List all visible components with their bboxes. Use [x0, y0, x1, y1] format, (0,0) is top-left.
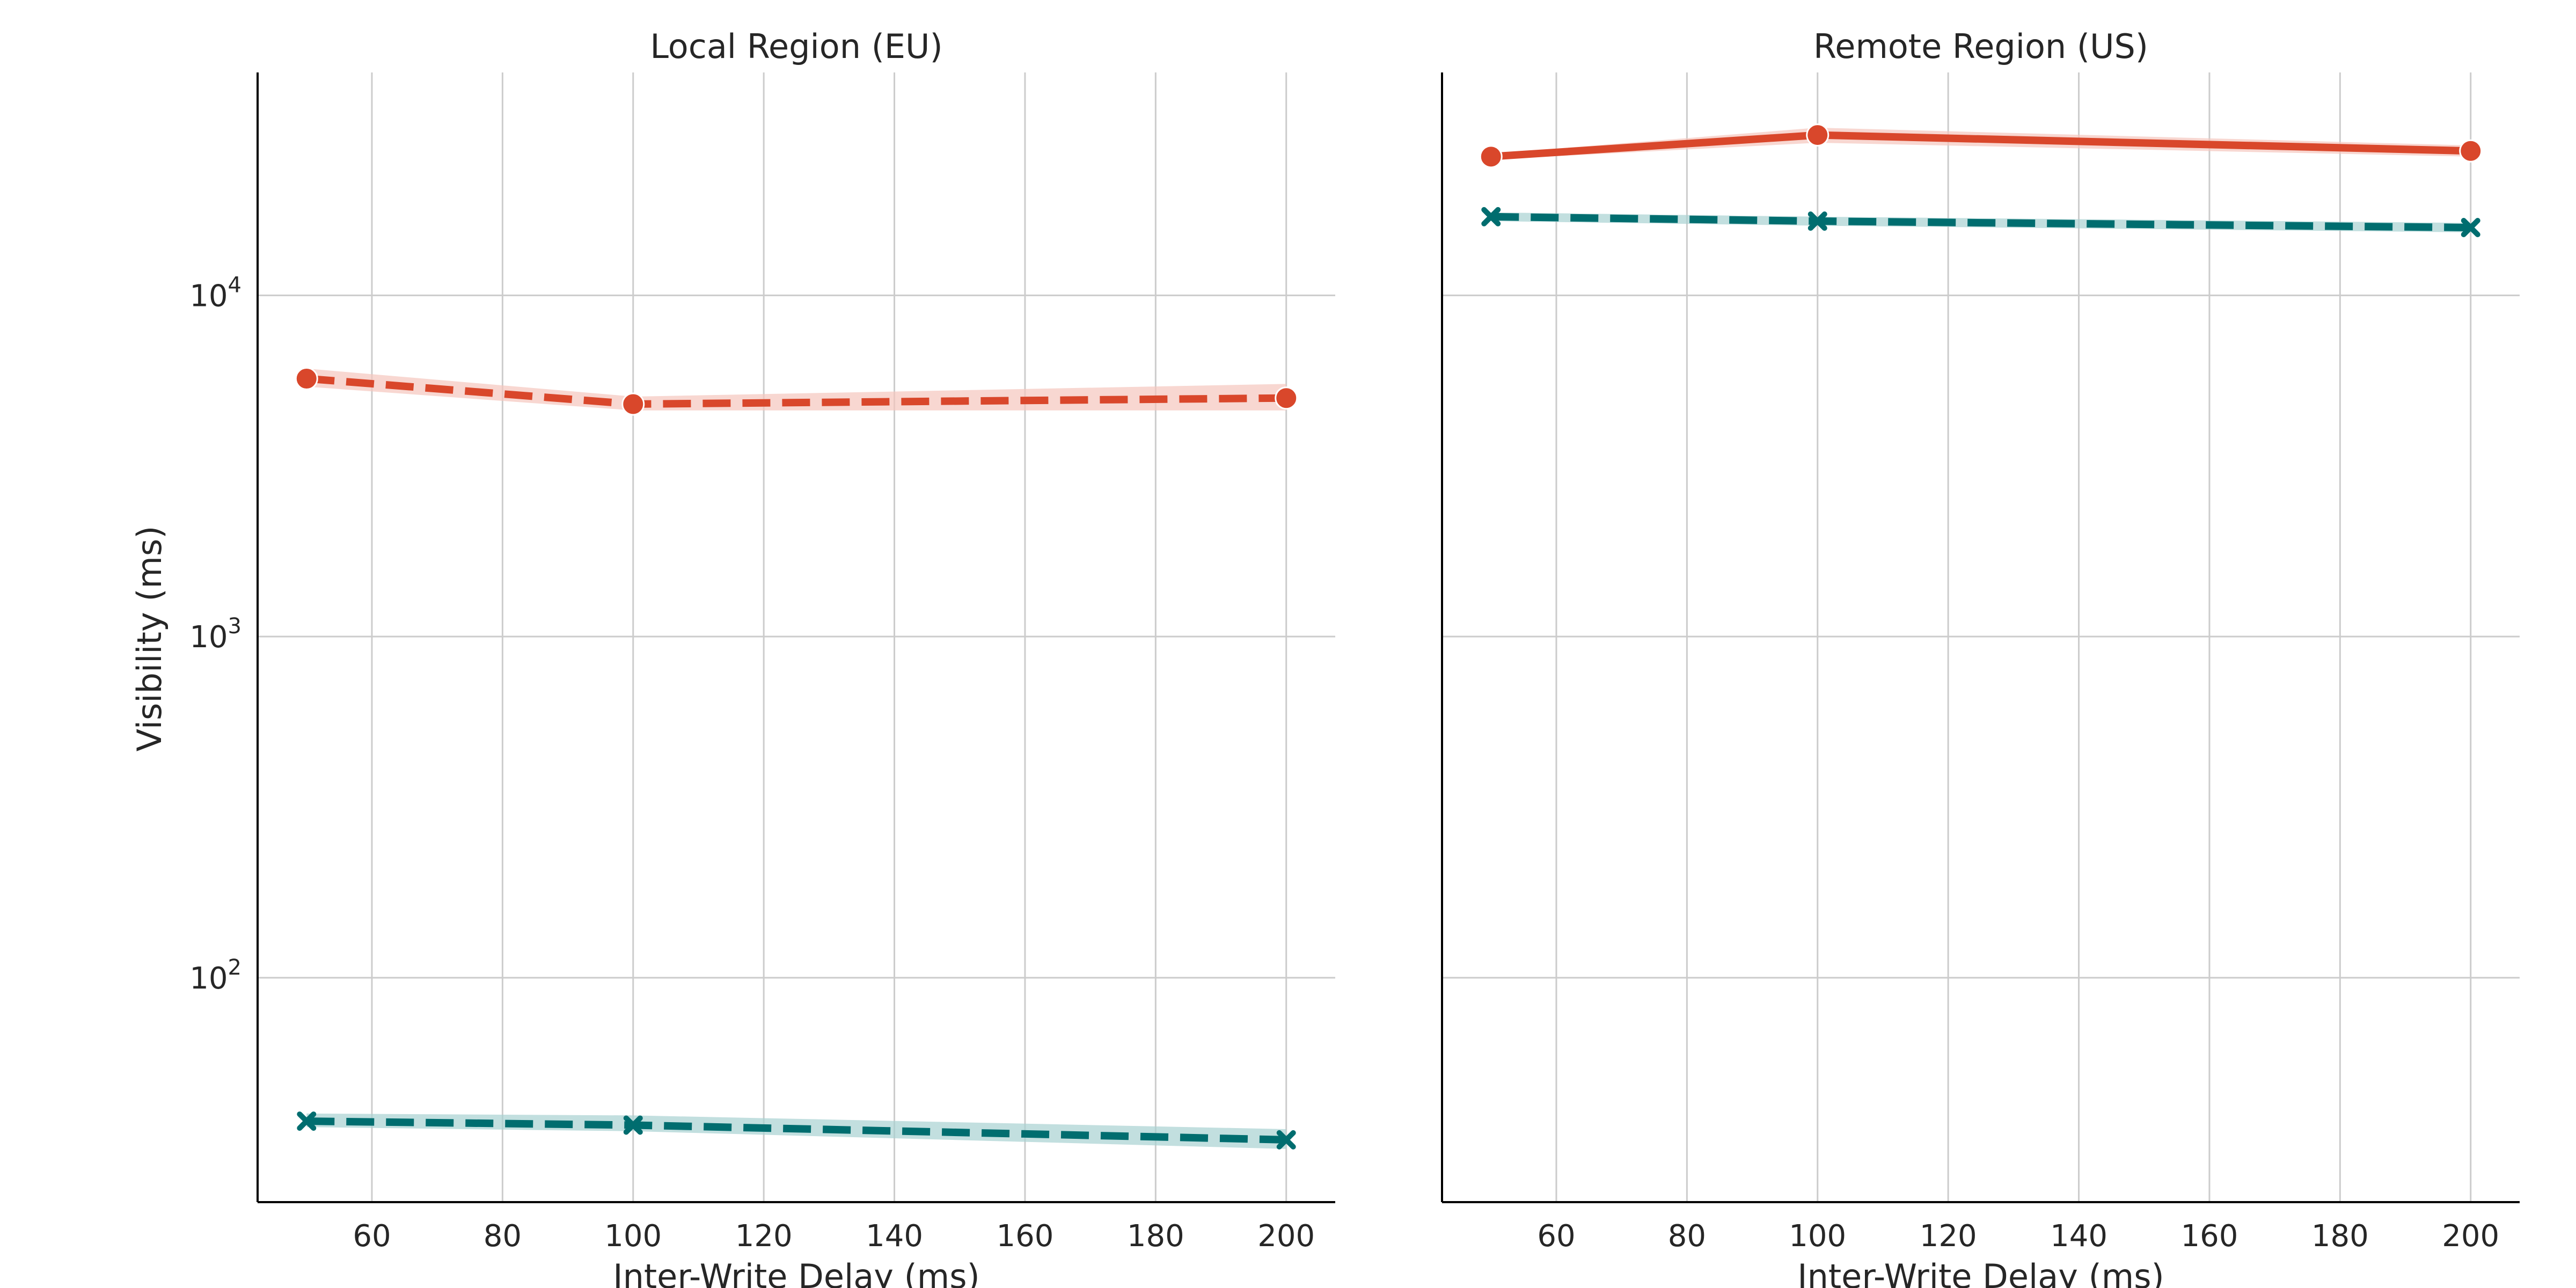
x-tick-label: 60	[1537, 1219, 1575, 1254]
gridlines	[258, 72, 1335, 1202]
data-point	[295, 367, 318, 391]
x-tick-label: 140	[2050, 1219, 2107, 1254]
y-tick-label: 104	[189, 273, 241, 313]
data-point	[1479, 145, 1503, 169]
panel-title: Local Region (EU)	[650, 27, 942, 66]
axes	[257, 72, 1335, 1203]
panel-remote: 60 80 100 120 140 160 180 200 Remote Region (US…	[1441, 27, 2520, 1288]
x-tick-label: 100	[1789, 1219, 1846, 1254]
data-point	[1807, 211, 1827, 231]
tick-labels: 60 80 100 120 140 160 180 200	[1537, 1219, 2499, 1254]
data-point	[2461, 218, 2480, 238]
x-tick-label: 80	[1668, 1219, 1706, 1254]
data-point	[1276, 1130, 1296, 1150]
bands	[306, 368, 1286, 1149]
series-lines	[1490, 131, 2471, 232]
y-axis-label: Visibility (ms)	[130, 526, 169, 752]
x-tick-label: 100	[604, 1219, 662, 1254]
panel-local: 60 80 100 120 140 160 180 200 102 103 104 Local Re…	[189, 27, 1335, 1288]
x-tick-label: 160	[996, 1219, 1053, 1254]
x-axis-label: Inter-Write Delay (ms)	[613, 1257, 979, 1288]
x-tick-label: 120	[1920, 1219, 1977, 1254]
data-point	[1481, 207, 1501, 226]
data-point	[1806, 123, 1829, 147]
gridlines	[1442, 72, 2520, 1202]
x-tick-label: 120	[735, 1219, 793, 1254]
markers	[1479, 123, 2483, 238]
x-tick-label: 80	[484, 1219, 522, 1254]
x-axis-label: Inter-Write Delay (ms)	[1797, 1257, 2164, 1288]
y-tick-label: 102	[189, 955, 241, 996]
x-tick-label: 180	[2311, 1219, 2369, 1254]
series-lines	[306, 375, 1286, 1144]
x-tick-label: 200	[1257, 1219, 1315, 1254]
tick-labels: 60 80 100 120 140 160 180 200 102 103 104	[189, 273, 1315, 1254]
data-point	[623, 1115, 643, 1135]
data-point	[2459, 139, 2483, 163]
x-tick-label: 200	[2442, 1219, 2499, 1254]
y-tick-label: 103	[189, 614, 241, 655]
x-tick-label: 160	[2180, 1219, 2238, 1254]
x-tick-label: 180	[1127, 1219, 1184, 1254]
x-tick-label: 140	[866, 1219, 923, 1254]
markers	[295, 367, 1298, 1150]
confidence-band-0	[1491, 127, 2471, 160]
data-point	[1275, 386, 1298, 410]
panel-title: Remote Region (US)	[1813, 27, 2148, 66]
data-point	[621, 392, 645, 416]
axes	[1441, 72, 2520, 1203]
x-tick-label: 60	[353, 1219, 391, 1254]
data-point	[297, 1111, 317, 1131]
